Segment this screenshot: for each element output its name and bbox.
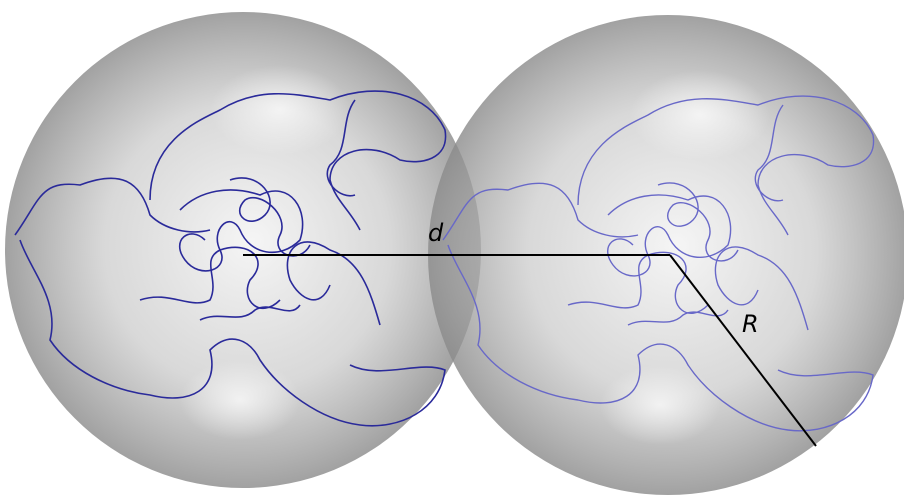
highlight bbox=[600, 365, 720, 445]
distance-label: d bbox=[428, 219, 444, 247]
highlight bbox=[180, 360, 300, 440]
highlight bbox=[630, 70, 770, 160]
highlight bbox=[210, 65, 350, 155]
overlapping-spheres-diagram: d R bbox=[0, 0, 904, 497]
radius-label: R bbox=[742, 310, 759, 338]
